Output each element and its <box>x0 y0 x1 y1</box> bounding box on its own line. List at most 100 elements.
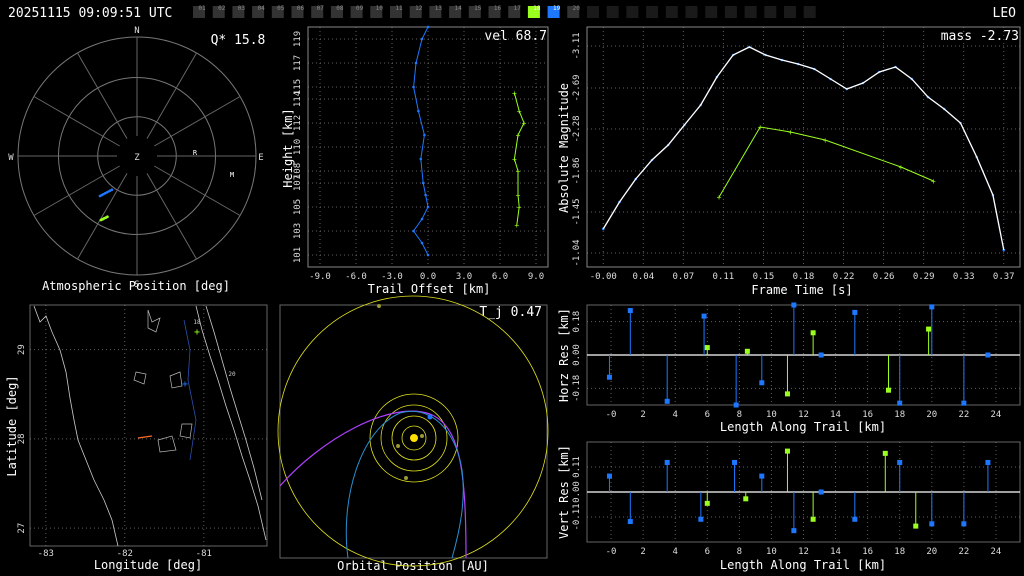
x-tick-label: 12 <box>798 410 809 420</box>
y-tick-label: 105 <box>293 199 303 215</box>
y-tick-label: 119 <box>293 31 303 47</box>
x-tick-label: 0.11 <box>713 272 735 282</box>
residual-point-blue <box>985 459 991 465</box>
series-point-blue <box>424 193 427 197</box>
x-tick-label: 6 <box>705 410 710 420</box>
series-point-blue <box>423 133 426 137</box>
camera-box <box>606 6 619 18</box>
y-tick-label: 117 <box>293 55 303 71</box>
planet-marker <box>420 434 424 438</box>
series-point-blue <box>420 241 424 245</box>
camera-label: 16 <box>494 5 502 12</box>
timestamp: 20251115 09:09:51 UTC <box>8 6 172 21</box>
x-tick-label: 16 <box>862 410 873 420</box>
series-point-blue <box>426 253 430 257</box>
camera-label: 18 <box>533 5 541 12</box>
planet-orbit <box>380 404 448 472</box>
camera-label: 15 <box>474 5 482 12</box>
tj-value: T_j 0.47 <box>479 305 542 320</box>
map-y-tick: 28 <box>17 433 27 444</box>
polar-spoke <box>77 52 128 139</box>
polar-spoke <box>146 52 197 139</box>
map-label-20: 20 <box>228 371 236 378</box>
planet-marker <box>377 304 381 308</box>
vert-ylabel: Vert Res [km] <box>557 445 571 539</box>
x-tick-label: 0.29 <box>913 272 935 282</box>
y-tick-label: 108 <box>293 163 303 179</box>
camera-box <box>330 6 343 18</box>
camera-box <box>232 6 245 18</box>
series-point-blue <box>420 217 424 221</box>
magnitude-fit-curve <box>602 46 1005 251</box>
map-label-18: 18 <box>193 319 201 326</box>
residual-point-blue <box>961 400 967 406</box>
orbit-class-label: LEO <box>993 6 1017 21</box>
y-tick-label: 0.18 <box>572 311 582 333</box>
camera-box <box>665 6 678 18</box>
residual-point-blue <box>961 521 967 527</box>
y-tick-label: 112 <box>293 115 303 131</box>
residual-point-green <box>810 330 816 336</box>
series-line-blue <box>412 26 429 256</box>
vel-value: vel 68.7 <box>484 29 547 44</box>
map-panel: Longitude [deg] Latitude [deg] -83 -82 -81… <box>5 304 268 572</box>
residual-point-green <box>810 516 816 522</box>
map-y-tick: 29 <box>17 344 27 355</box>
atmo-point-green <box>106 215 109 219</box>
residual-point-blue <box>929 304 935 310</box>
camera-label: 03 <box>238 5 246 12</box>
camera-box <box>193 6 205 18</box>
polar-spoke <box>146 173 197 260</box>
camera-box <box>567 6 580 18</box>
residual-point-green <box>926 326 932 332</box>
camera-box <box>527 6 540 18</box>
residual-point-blue <box>698 516 704 522</box>
horz-xlabel: Length Along Trail [km] <box>720 420 886 434</box>
x-tick-label: 0.18 <box>793 272 815 282</box>
planet-orbit <box>401 425 427 451</box>
camera-label: 17 <box>514 5 522 12</box>
y-tick-label: -0.11 <box>572 503 582 530</box>
series-point-green: + <box>514 221 519 230</box>
camera-box <box>508 6 521 18</box>
map-ylabel: Latitude [deg] <box>5 375 19 476</box>
x-tick-label: 2 <box>640 547 645 557</box>
series-point-green: + <box>823 136 828 145</box>
x-tick-label: -6.0 <box>345 272 367 282</box>
series-point-green: + <box>717 193 722 202</box>
y-tick-label: 0.00 <box>572 481 582 503</box>
series-line-green <box>718 126 934 198</box>
residual-point-blue <box>818 489 824 495</box>
camera-box <box>429 6 442 18</box>
series-point-green: + <box>517 107 522 116</box>
camera-box <box>271 6 284 18</box>
camera-label: 10 <box>376 5 384 12</box>
series-point-blue <box>426 25 430 29</box>
camera-label: 04 <box>257 5 265 12</box>
atmospheric-position-panel: Q* 15.8 Atmospheric Position [deg] N E S W Z… <box>8 26 265 293</box>
map-xlabel: Longitude [deg] <box>94 558 202 572</box>
planet-marker <box>396 444 400 448</box>
y-tick-label: -1.86 <box>572 157 582 184</box>
series-point-green: + <box>516 167 521 176</box>
residual-point-blue <box>985 352 991 358</box>
camera-label: 09 <box>356 5 364 12</box>
q-star-value: Q* 15.8 <box>211 33 266 48</box>
x-tick-label: 0.26 <box>873 272 895 282</box>
orbit-panel: T_j 0.47 Orbital Position [AU] <box>277 295 549 573</box>
camera-box <box>291 6 304 18</box>
series-point-blue <box>412 229 415 233</box>
series-point-green: + <box>788 128 793 137</box>
residual-point-blue <box>627 308 633 314</box>
series-point-green: + <box>758 123 763 132</box>
y-tick-label: -2.28 <box>572 115 582 142</box>
residual-point-blue <box>791 302 797 308</box>
mag-ylabel: Absolute Magnitude <box>557 83 571 213</box>
polar-spoke <box>33 96 120 147</box>
planet-orbit <box>391 415 437 461</box>
residual-point-blue <box>852 516 858 522</box>
residual-point-green <box>882 450 888 456</box>
residual-point-blue <box>897 459 903 465</box>
gulf-coastline <box>33 305 119 547</box>
horz-res-panel: Length Along Trail [km] Horz Res [km] -0… <box>557 302 1021 434</box>
